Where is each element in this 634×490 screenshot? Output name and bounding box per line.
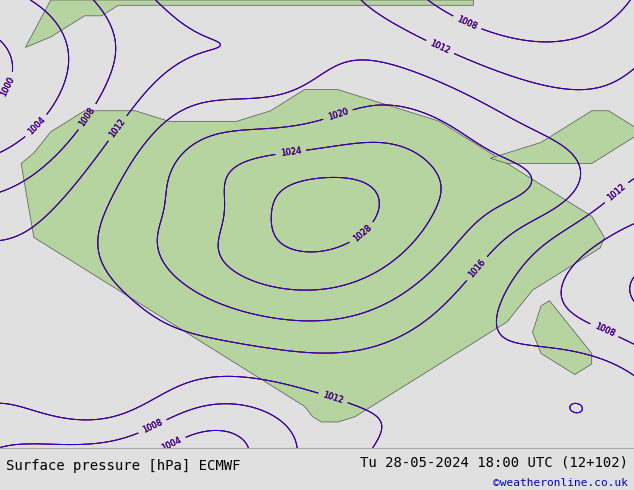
Text: 1024: 1024 (280, 147, 302, 158)
Text: 1016: 1016 (467, 258, 487, 279)
Text: 1008: 1008 (456, 14, 479, 31)
Text: 1000: 1000 (0, 75, 16, 98)
Text: 1024: 1024 (280, 147, 302, 158)
Text: 1012: 1012 (429, 39, 451, 56)
Text: 1000: 1000 (0, 75, 16, 98)
Text: 1008: 1008 (593, 322, 616, 339)
Text: 1008: 1008 (141, 418, 164, 435)
Text: 1012: 1012 (605, 182, 628, 203)
Text: 1012: 1012 (429, 39, 451, 56)
Polygon shape (25, 0, 474, 48)
Text: 1012: 1012 (321, 390, 344, 405)
Text: 1020: 1020 (327, 107, 349, 122)
Text: 1016: 1016 (467, 258, 487, 279)
Text: 1008: 1008 (456, 14, 479, 31)
Text: 1012: 1012 (605, 182, 628, 203)
Text: Tu 28-05-2024 18:00 UTC (12+102): Tu 28-05-2024 18:00 UTC (12+102) (359, 456, 628, 470)
Text: 1004: 1004 (26, 116, 47, 137)
Text: 1016: 1016 (467, 258, 487, 279)
Text: 1008: 1008 (78, 106, 97, 128)
Text: 1012: 1012 (321, 390, 344, 405)
Text: 1004: 1004 (160, 435, 183, 453)
Text: 1008: 1008 (456, 14, 479, 31)
Text: 1012: 1012 (605, 182, 628, 203)
Text: 1024: 1024 (280, 147, 302, 158)
Polygon shape (490, 111, 634, 164)
Text: 1028: 1028 (351, 223, 373, 244)
Text: 1028: 1028 (351, 223, 373, 244)
Text: 1012: 1012 (108, 117, 127, 140)
Text: Surface pressure [hPa] ECMWF: Surface pressure [hPa] ECMWF (6, 459, 241, 473)
Text: 1004: 1004 (26, 116, 47, 137)
Text: 1008: 1008 (593, 322, 616, 339)
Text: 1012: 1012 (108, 117, 127, 140)
Text: 1012: 1012 (429, 39, 451, 56)
Text: 1004: 1004 (26, 116, 47, 137)
Text: 1012: 1012 (108, 117, 127, 140)
Text: 1008: 1008 (141, 418, 164, 435)
Text: 1008: 1008 (593, 322, 616, 339)
Text: 1004: 1004 (160, 435, 183, 453)
Text: 1000: 1000 (0, 75, 16, 98)
Text: 1008: 1008 (78, 106, 97, 128)
Text: ©weatheronline.co.uk: ©weatheronline.co.uk (493, 477, 628, 488)
Text: 1008: 1008 (78, 106, 97, 128)
Text: 1008: 1008 (141, 418, 164, 435)
Polygon shape (533, 301, 592, 374)
Text: 1028: 1028 (351, 223, 373, 244)
Polygon shape (21, 90, 604, 422)
Text: 1012: 1012 (321, 390, 344, 405)
Text: 1020: 1020 (327, 107, 349, 122)
Text: 1020: 1020 (327, 107, 349, 122)
Text: 1004: 1004 (160, 435, 183, 453)
